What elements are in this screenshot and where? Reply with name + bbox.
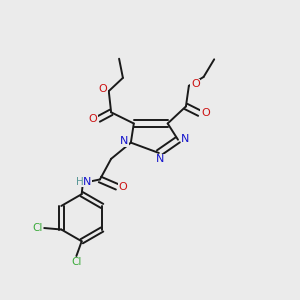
Text: O: O — [98, 84, 107, 94]
Text: N: N — [120, 136, 129, 146]
Text: Cl: Cl — [71, 257, 82, 268]
Text: O: O — [191, 79, 200, 89]
Text: N: N — [83, 176, 92, 187]
Text: H: H — [76, 176, 84, 187]
Text: O: O — [201, 108, 210, 118]
Text: N: N — [181, 134, 190, 144]
Text: O: O — [88, 114, 97, 124]
Text: O: O — [118, 182, 127, 192]
Text: Cl: Cl — [32, 223, 43, 233]
Text: N: N — [156, 154, 164, 164]
